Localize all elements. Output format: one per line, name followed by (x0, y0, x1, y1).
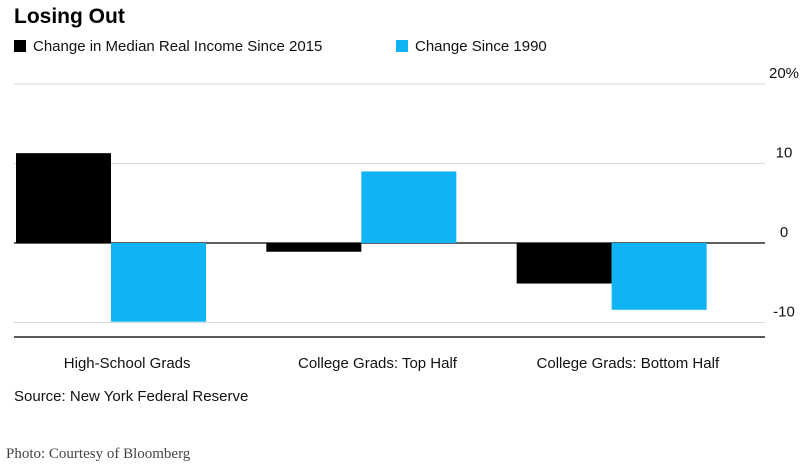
photo-credit: Photo: Courtesy of Bloomberg (6, 446, 191, 462)
bar-1-2 (266, 243, 362, 252)
source-note: Source: New York Federal Reserve (14, 388, 248, 405)
bars (16, 153, 707, 322)
x-axis-categories: High-School Grads College Grads: Top Half… (64, 355, 720, 372)
legend-label-series-2: Change Since 1990 (415, 38, 547, 55)
legend-swatch-series-1 (14, 40, 26, 52)
legend-label-series-1: Change in Median Real Income Since 2015 (33, 38, 322, 55)
y-tick-label: 0 (780, 224, 788, 241)
bar-2-3 (611, 243, 707, 310)
category-label: College Grads: Top Half (298, 355, 458, 372)
chart: Losing Out Change in Median Real Income … (14, 5, 799, 405)
y-tick-label: 10 (776, 145, 793, 162)
y-tick-label: -10 (773, 304, 795, 321)
category-label: High-School Grads (64, 355, 191, 372)
legend-swatch-series-2 (396, 40, 408, 52)
bar-2-1 (111, 243, 206, 322)
y-tick-label: 20% (769, 65, 799, 82)
chart-title: Losing Out (14, 5, 125, 28)
bar-1-1 (16, 153, 111, 243)
category-label: College Grads: Bottom Half (537, 355, 720, 372)
bar-1-3 (516, 243, 612, 284)
y-axis-ticks: 20% 10 0 -10 (769, 65, 799, 321)
bar-2-2 (361, 171, 457, 243)
